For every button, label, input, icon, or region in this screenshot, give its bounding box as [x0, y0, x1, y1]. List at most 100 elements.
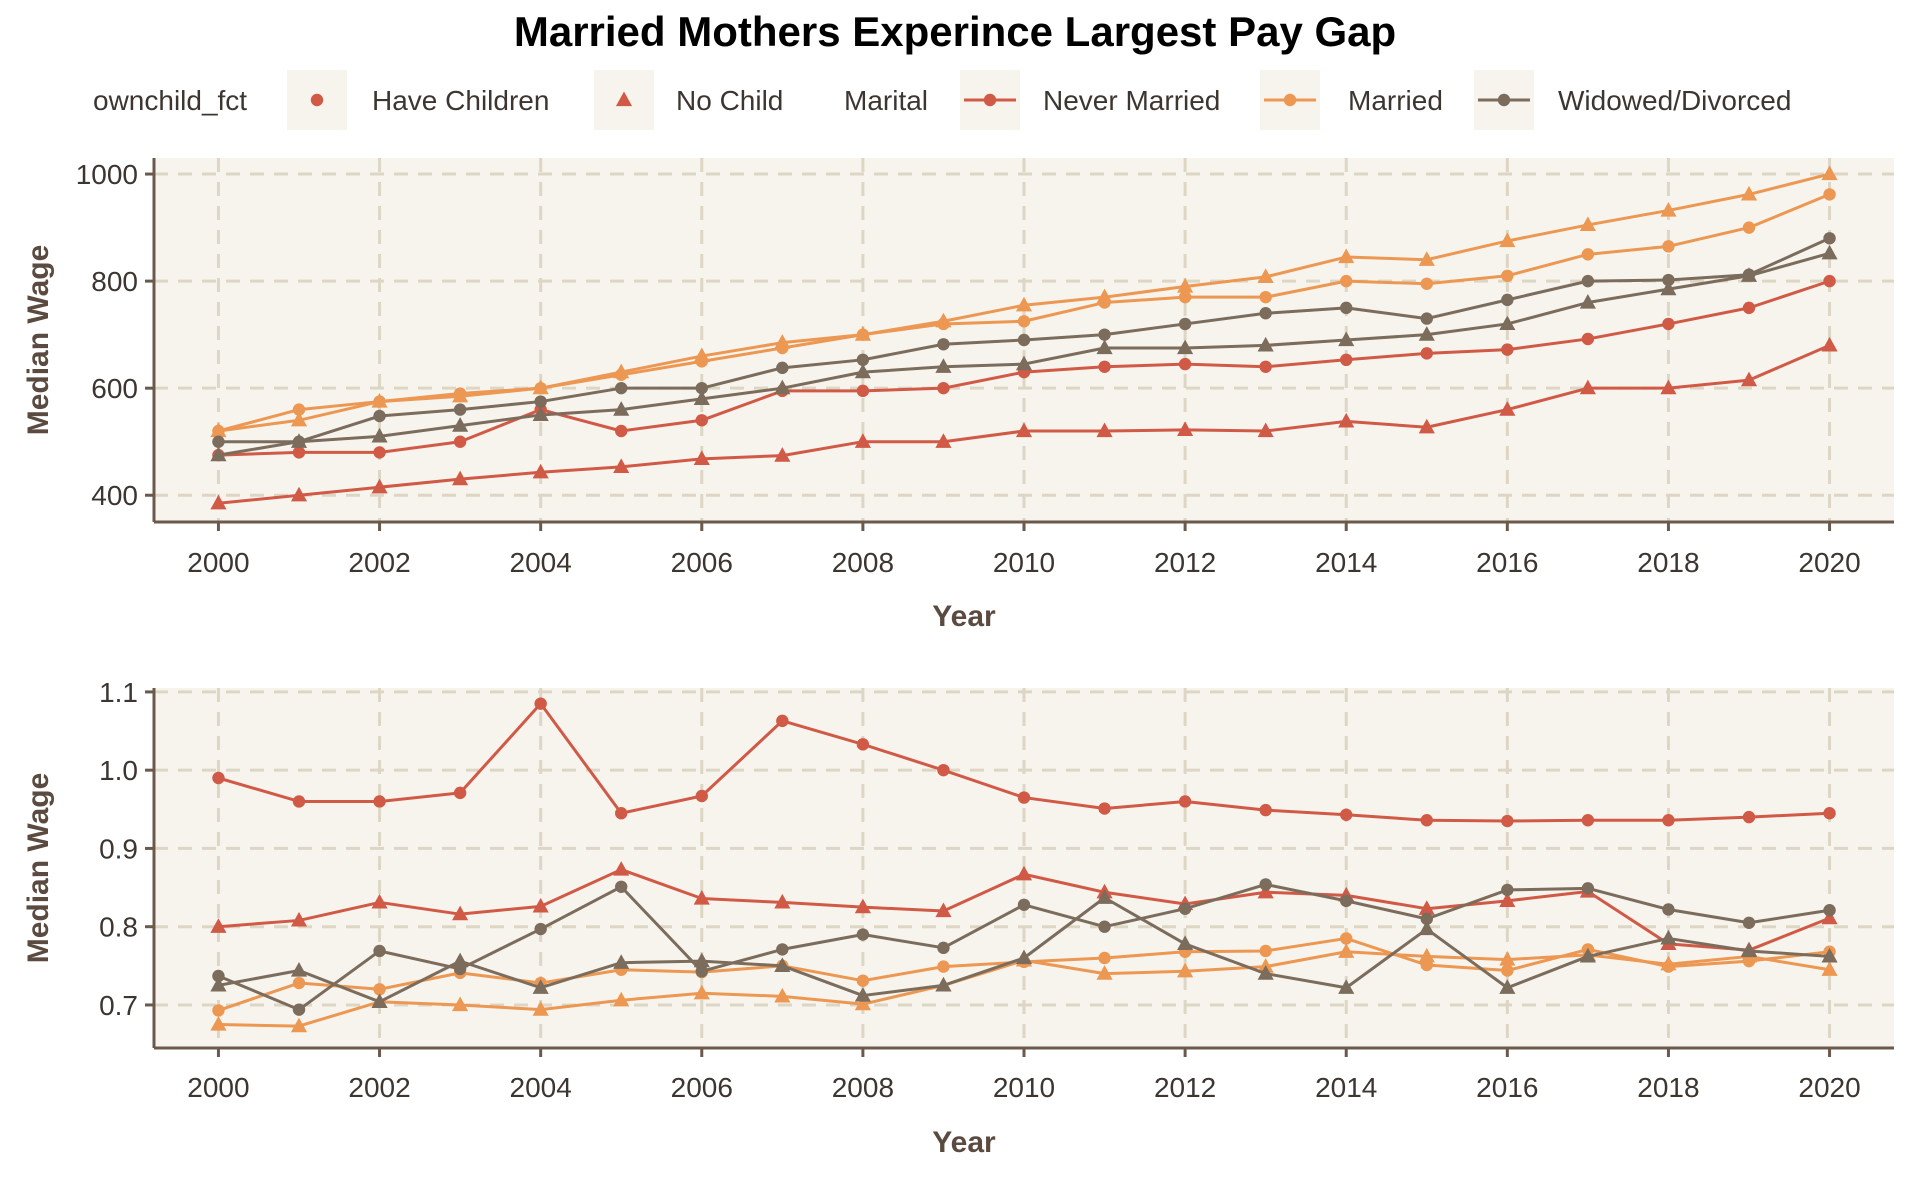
data-point — [1420, 814, 1433, 827]
data-point — [615, 381, 628, 395]
data-point — [1418, 947, 1435, 963]
data-point — [1660, 379, 1677, 395]
data-point — [774, 447, 791, 462]
data-point — [774, 957, 791, 972]
top-panel: 2000 2002 2004 2006 2008 2010 2012 2014 2016 2018… — [22, 158, 1894, 633]
data-point — [1662, 903, 1675, 916]
data-point — [1823, 274, 1836, 288]
data-point — [453, 435, 467, 448]
data-point — [290, 962, 308, 977]
data-point — [854, 326, 871, 341]
data-point — [854, 363, 871, 379]
data-point — [532, 1001, 549, 1016]
y-tick-label: 0.9 — [99, 833, 138, 864]
x-tick-label: 2004 — [510, 1072, 572, 1103]
series-never-married-have-children — [212, 274, 1836, 462]
data-point — [935, 976, 952, 992]
data-point — [1259, 803, 1272, 817]
data-point — [776, 361, 789, 375]
data-point — [373, 409, 386, 423]
data-point — [693, 952, 710, 968]
legend-label-widowed-divorced: Widowed/Divorced — [1558, 85, 1791, 116]
data-point — [1823, 232, 1836, 245]
data-point — [534, 697, 547, 710]
legend-label-no-child: No Child — [676, 85, 783, 116]
data-point — [1338, 943, 1355, 958]
data-point — [292, 976, 306, 990]
data-point — [373, 983, 386, 996]
data-point — [613, 954, 630, 969]
data-point — [1660, 280, 1677, 296]
data-point — [1499, 232, 1516, 248]
data-point — [1178, 290, 1192, 304]
y-axis-title: Median Wage — [22, 245, 55, 436]
data-point — [1098, 802, 1111, 815]
data-point — [371, 993, 388, 1008]
y-tick-label: 400 — [91, 480, 138, 511]
legend: ownchild_fct Have Children No Child Marital… — [93, 70, 1791, 130]
data-point — [1579, 947, 1596, 963]
data-point — [937, 941, 950, 955]
data-point — [1098, 360, 1111, 373]
data-point — [1581, 882, 1595, 895]
data-point — [1579, 379, 1596, 395]
data-point — [613, 458, 630, 473]
data-point — [1740, 371, 1758, 387]
data-point — [854, 987, 871, 1002]
data-point — [292, 446, 306, 459]
data-point — [1501, 964, 1514, 977]
data-point — [532, 897, 549, 913]
x-tick-label: 2006 — [671, 547, 733, 578]
data-point — [371, 893, 388, 909]
data-point — [210, 918, 227, 933]
x-axis-title: Year — [932, 1126, 996, 1159]
legend-title-marital: Marital — [844, 85, 928, 116]
legend-point-married — [1283, 93, 1297, 107]
data-point — [532, 379, 549, 395]
data-point — [854, 995, 871, 1011]
data-point — [534, 922, 547, 936]
legend-circle-icon — [310, 93, 324, 107]
data-point — [1420, 312, 1433, 325]
data-point — [371, 393, 388, 408]
data-point — [292, 403, 306, 416]
data-point — [210, 976, 227, 992]
data-point — [1581, 814, 1595, 827]
data-point — [292, 1003, 306, 1016]
y-tick-label: 600 — [91, 373, 138, 404]
data-point — [1499, 401, 1516, 416]
data-point — [1259, 360, 1272, 373]
data-point — [453, 786, 467, 800]
data-point — [856, 738, 870, 751]
bottom-panel: 2000 2002 2004 2006 2008 2010 2012 2014 2016 2018… — [22, 677, 1894, 1159]
data-point — [212, 1004, 225, 1017]
data-point — [693, 450, 710, 465]
data-point — [776, 943, 789, 956]
data-point — [615, 424, 628, 438]
data-point — [693, 347, 710, 363]
data-point — [1017, 898, 1031, 911]
data-point — [935, 358, 952, 373]
data-point — [373, 446, 386, 459]
data-point — [1178, 902, 1192, 915]
data-point — [1742, 301, 1756, 315]
data-point — [1501, 343, 1514, 356]
data-point — [1015, 355, 1033, 371]
data-point — [1017, 333, 1031, 347]
data-point — [1338, 412, 1355, 428]
data-point — [774, 334, 791, 349]
data-point — [1823, 904, 1836, 917]
data-point — [854, 433, 871, 448]
data-point — [1098, 951, 1111, 965]
data-point — [290, 486, 308, 502]
data-point — [856, 928, 870, 941]
data-point — [937, 960, 950, 973]
data-point — [1098, 328, 1111, 341]
x-tick-label: 2018 — [1637, 547, 1699, 578]
data-point — [1338, 248, 1355, 264]
data-point — [290, 411, 308, 427]
data-point — [615, 880, 628, 893]
data-point — [1581, 332, 1595, 346]
data-point — [935, 433, 952, 448]
